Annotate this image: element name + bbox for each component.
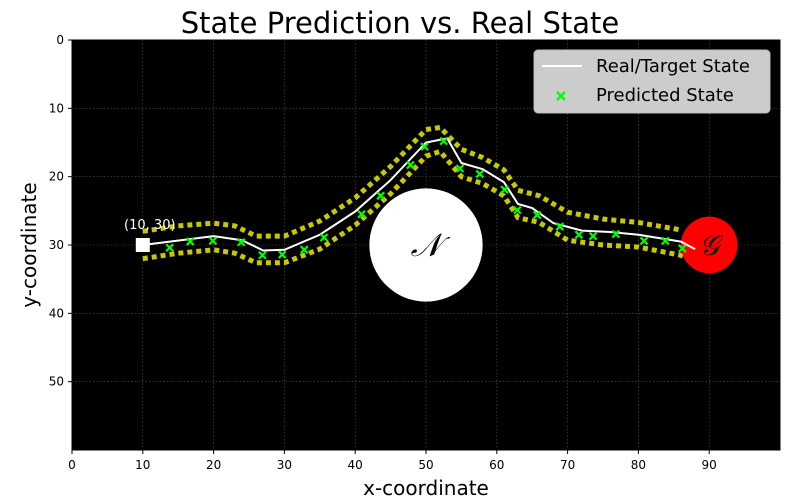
y-tick-label: 50 [49, 375, 64, 389]
x-tick: 50 [418, 450, 434, 472]
predicted-point [277, 250, 287, 259]
x-tick-label: 90 [702, 458, 717, 472]
y-tick-label: 10 [49, 101, 64, 115]
predicted-point [639, 236, 649, 246]
predicted-point [357, 209, 366, 219]
predicted-point [513, 205, 522, 215]
predicted-point [406, 160, 415, 170]
x-tick-label: 40 [348, 458, 363, 472]
predicted-point [678, 244, 687, 253]
goal-circle [680, 216, 738, 274]
legend: Real/Target State Predicted State [533, 49, 771, 114]
legend-label-predicted: Predicted State [596, 85, 734, 106]
x-tick: 0 [68, 450, 76, 472]
y-tick: 30 [49, 238, 72, 252]
predicted-point [185, 237, 195, 246]
x-tick-label: 80 [631, 458, 646, 472]
y-tick-label: 20 [49, 170, 64, 184]
predicted-point [439, 136, 448, 146]
predicted-point [420, 142, 429, 151]
uncertainty-bound-lower [142, 148, 693, 266]
x-tick: 40 [348, 450, 363, 472]
x-tick-label: 70 [560, 458, 575, 472]
y-tick: 40 [49, 306, 72, 320]
y-axis-ticks: 0 10 20 30 40 50 [49, 33, 72, 389]
y-tick: 10 [49, 101, 72, 115]
x-tick: 80 [631, 450, 646, 472]
predicted-point [376, 191, 385, 201]
x-tick-label: 60 [489, 458, 504, 472]
predicted-point [588, 231, 598, 241]
predicted-point [455, 164, 465, 173]
predicted-point [258, 250, 267, 260]
predicted-point [299, 245, 309, 255]
y-axis-label: y-coordinate [17, 182, 41, 307]
y-tick: 20 [49, 170, 72, 184]
y-tick-label: 30 [49, 238, 64, 252]
y-tick: 0 [56, 33, 72, 47]
uncertainty-bound-upper [142, 124, 682, 239]
y-tick-label: 0 [56, 33, 64, 47]
y-tick: 50 [49, 375, 72, 389]
x-axis-ticks: 0 10 20 30 40 50 60 70 80 90 [68, 450, 717, 472]
predicted-point [574, 230, 584, 240]
x-tick: 60 [489, 450, 504, 472]
chart-title: State Prediction vs. Real State [181, 6, 619, 40]
x-tick-label: 0 [68, 458, 76, 472]
predicted-point [475, 169, 485, 179]
series-line-real-target [142, 137, 696, 252]
obstacle-circle [369, 188, 483, 302]
start-marker [135, 238, 150, 252]
legend-label-real-target: Real/Target State [596, 56, 750, 77]
legend-box [533, 49, 771, 114]
start-label: (10, 30) [124, 218, 176, 233]
predicted-point [165, 243, 174, 253]
predicted-point [555, 222, 565, 231]
x-tick-label: 50 [418, 458, 433, 472]
y-tick-label: 40 [49, 306, 64, 320]
x-tick-label: 20 [206, 458, 221, 472]
predicted-point [236, 237, 246, 247]
x-tick: 90 [702, 450, 717, 472]
predicted-point [319, 233, 329, 242]
x-tick-label: 30 [277, 458, 292, 472]
x-tick: 10 [135, 450, 150, 472]
predicted-point [661, 236, 670, 246]
predicted-point [208, 236, 218, 246]
predicted-point [532, 210, 542, 220]
x-axis-label: x-coordinate [363, 476, 489, 500]
x-tick: 20 [206, 450, 221, 472]
x-tick-label: 10 [135, 458, 150, 472]
predicted-point [500, 185, 509, 194]
x-tick: 30 [277, 450, 292, 472]
legend-x-icon [556, 91, 566, 101]
x-tick: 70 [560, 450, 575, 472]
predicted-point [611, 229, 621, 239]
